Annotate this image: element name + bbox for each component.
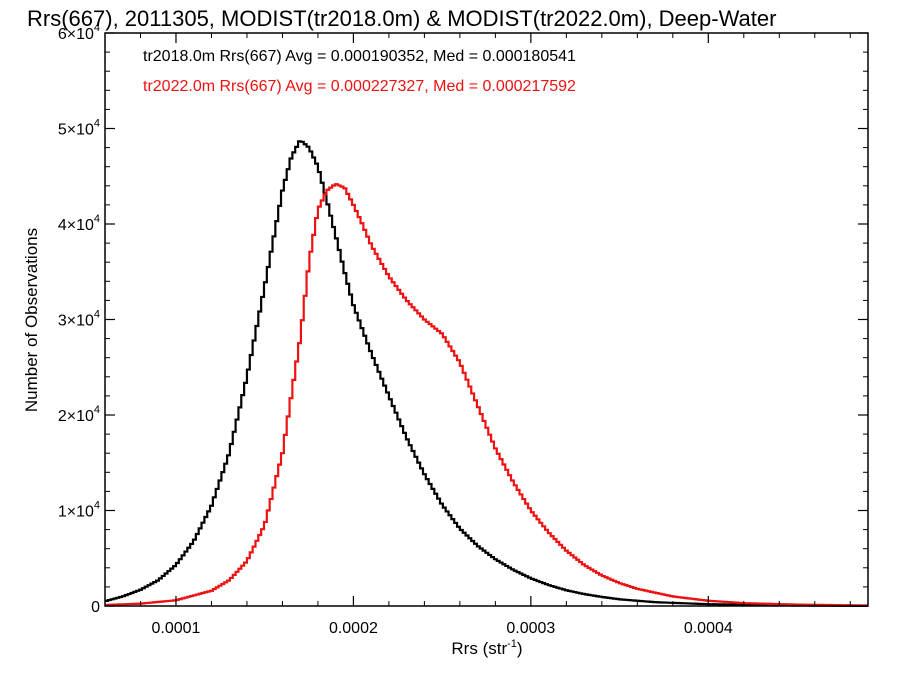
y-tick-label: 3×104 [58,309,100,330]
x-axis-label-sup: -1 [507,638,517,650]
y-tick-labels: 0 1×104 2×104 3×104 4×104 5×104 6×104 [58,22,100,616]
annotation-red-stats: tr2022.0m Rrs(667) Avg = 0.000227327, Me… [143,78,576,95]
x-axis-label-close: ) [517,639,523,658]
y-tick-label: 5×104 [58,118,100,139]
series-group [105,140,868,607]
axis-ticks [105,32,868,607]
series-line-1 [105,183,868,607]
chart-title: Rrs(667), 2011305, MODIST(tr2018.0m) & M… [27,6,776,31]
y-tick-label: 4×104 [58,213,100,234]
y-tick-label: 6×104 [58,22,100,43]
x-tick-labels: 0.0001 0.0002 0.0003 0.0004 [152,620,733,637]
y-axis-label: Number of Observations [22,228,41,412]
y-tick-label: 2×104 [58,404,100,425]
annotation-black-stats: tr2018.0m Rrs(667) Avg = 0.000190352, Me… [143,48,576,65]
x-axis-label: Rrs (str-1) [451,638,522,658]
x-axis-label-main: Rrs (str [451,639,507,658]
x-tick-label: 0.0004 [684,620,733,637]
y-tick-label: 0 [91,599,100,616]
x-tick-label: 0.0002 [329,620,378,637]
x-tick-label: 0.0001 [152,620,201,637]
x-tick-label: 0.0003 [506,620,555,637]
y-tick-label: 1×104 [58,500,100,521]
series-line-0 [105,140,868,607]
